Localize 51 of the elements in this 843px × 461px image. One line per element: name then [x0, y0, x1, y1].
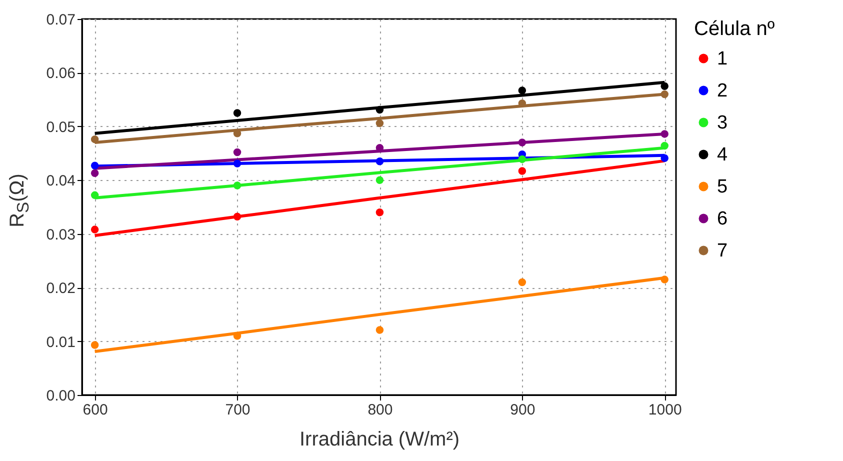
- point: [518, 167, 526, 175]
- point: [233, 109, 242, 117]
- point: [518, 99, 526, 108]
- x-tick-label: 700: [225, 402, 250, 418]
- x-tick-label: 900: [510, 402, 536, 418]
- point: [518, 138, 526, 146]
- point: [660, 130, 668, 138]
- point: [518, 86, 526, 94]
- point: [233, 160, 242, 168]
- point: [376, 176, 384, 184]
- point: [233, 212, 242, 221]
- point: [660, 276, 668, 284]
- x-tick-label: 800: [368, 402, 393, 418]
- y-tick-label: 0.02: [46, 280, 76, 298]
- legend-title: Célula nº: [694, 18, 776, 40]
- point: [376, 119, 384, 128]
- y-tick-label: 0.07: [46, 12, 76, 28]
- point: [376, 157, 384, 166]
- legend-label: 1: [717, 48, 728, 70]
- y-tick-label: 0.03: [46, 226, 76, 244]
- legend-label: 7: [717, 240, 728, 262]
- point: [518, 155, 526, 164]
- point: [376, 208, 384, 216]
- legend-label: 4: [717, 144, 728, 166]
- point: [518, 278, 526, 286]
- point: [90, 162, 99, 170]
- x-axis-title: Irradiância (W/m²): [299, 428, 460, 450]
- point: [376, 326, 384, 334]
- legend-label: 5: [717, 176, 728, 198]
- y-tick-label: 0.04: [46, 172, 76, 190]
- x-tick-label: 600: [82, 402, 108, 418]
- y-tick-label: 0.01: [46, 334, 76, 351]
- y-tick-label: 0.06: [46, 65, 76, 82]
- x-tick-label: 1000: [648, 402, 682, 418]
- point: [90, 341, 99, 349]
- y-tick-label: 0.05: [46, 118, 76, 136]
- point: [233, 148, 242, 156]
- point: [90, 226, 99, 234]
- y-tick-label: 0.00: [46, 388, 76, 404]
- legend-label: 6: [717, 208, 728, 230]
- legend-label: 3: [717, 112, 728, 134]
- point: [233, 182, 242, 190]
- point: [660, 82, 668, 90]
- point: [376, 106, 384, 114]
- point: [90, 135, 99, 144]
- legend-label: 2: [717, 80, 728, 102]
- point: [660, 154, 668, 162]
- point: [90, 191, 99, 200]
- point: [90, 169, 99, 178]
- point: [660, 142, 668, 150]
- point: [660, 90, 668, 98]
